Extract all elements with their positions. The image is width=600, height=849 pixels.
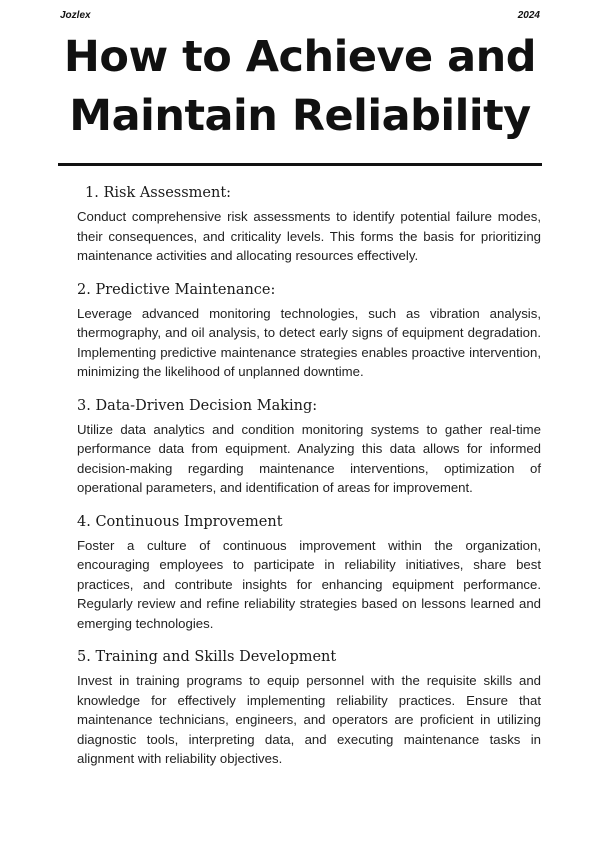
page-title: How to Achieve and Maintain Reliability bbox=[63, 32, 537, 141]
section-heading: 3. Data-Driven Decision Making: bbox=[77, 397, 318, 414]
section-continuous-improvement: 4. Continuous Improvement Foster a cultu… bbox=[77, 512, 541, 634]
section-body: Invest in training programs to equip per… bbox=[77, 673, 541, 766]
section-body: Conduct comprehensive risk assessments t… bbox=[77, 209, 541, 263]
section-body: Utilize data analytics and condition mon… bbox=[77, 421, 541, 496]
section-heading: 4. Continuous Improvement bbox=[77, 513, 283, 530]
section-body: Leverage advanced monitoring technologie… bbox=[77, 305, 541, 380]
page-header: Jozlex 2024 bbox=[60, 10, 540, 26]
section-heading: 1. Risk Assessment: bbox=[85, 185, 232, 201]
section-heading: 2. Predictive Maintenance: bbox=[77, 281, 276, 298]
section-data-driven-decision-making: 3. Data-Driven Decision Making: Utilize … bbox=[77, 396, 541, 498]
section-risk-assessment: 1. Risk Assessment: Conduct comprehensiv… bbox=[77, 183, 541, 266]
section-predictive-maintenance: 2. Predictive Maintenance: Leverage adva… bbox=[77, 280, 541, 382]
publication-year: 2024 bbox=[517, 10, 540, 21]
section-training-and-skills: 5. Training and Skills Development Inves… bbox=[77, 647, 541, 769]
section-heading: 5. Training and Skills Development bbox=[77, 649, 337, 665]
content-body: 1. Risk Assessment: Conduct comprehensiv… bbox=[77, 183, 541, 783]
section-body: Foster a culture of continuous improveme… bbox=[77, 537, 541, 631]
brand-name: Jozlex bbox=[60, 10, 91, 21]
title-divider bbox=[58, 163, 542, 166]
